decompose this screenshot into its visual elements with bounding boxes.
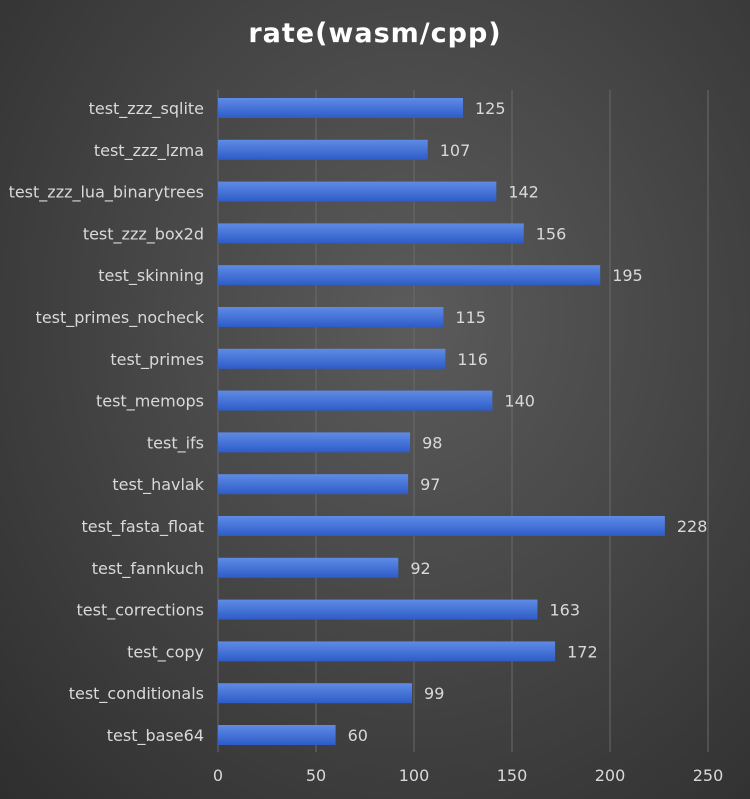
bars: [218, 98, 665, 745]
data-label: 115: [455, 308, 486, 327]
category-label: test_corrections: [77, 601, 204, 621]
x-tick-label: 0: [213, 766, 223, 785]
data-label: 142: [508, 183, 539, 202]
x-tick-label: 50: [306, 766, 326, 785]
x-tick-label: 150: [497, 766, 528, 785]
category-label: test_fasta_float: [81, 517, 204, 537]
bar: [218, 641, 556, 662]
bar: [218, 265, 601, 286]
bar: [218, 307, 444, 327]
category-label: test_copy: [127, 642, 204, 662]
chart-title: rate(wasm/cpp): [248, 18, 502, 49]
data-label: 228: [677, 517, 708, 536]
data-label: 92: [410, 559, 430, 578]
data-label: 116: [457, 350, 488, 369]
x-tick-label: 250: [693, 766, 724, 785]
category-label: test_primes: [110, 350, 204, 370]
bar: [218, 223, 524, 244]
data-label: 98: [422, 433, 442, 452]
bar: [218, 516, 665, 536]
category-label: test_fannkuch: [92, 559, 204, 579]
x-tick-label: 100: [399, 766, 430, 785]
data-label: 125: [475, 99, 506, 118]
bar: [218, 348, 446, 369]
bar: [218, 683, 413, 704]
bar: [218, 432, 411, 453]
category-label: test_ifs: [147, 433, 204, 453]
category-label: test_conditionals: [69, 684, 204, 704]
category-label: test_primes_nocheck: [36, 308, 205, 328]
category-label: test_zzz_box2d: [83, 224, 204, 244]
category-label: test_memops: [96, 392, 204, 412]
data-label: 163: [549, 601, 580, 620]
category-label: test_skinning: [98, 266, 204, 286]
bar: [218, 390, 493, 411]
category-label: test_havlak: [112, 475, 204, 495]
data-label: 172: [567, 642, 598, 661]
data-label: 195: [612, 266, 643, 285]
category-label: test_zzz_lzma: [94, 141, 204, 161]
bar: [218, 98, 463, 118]
bar: [218, 725, 336, 745]
data-label: 107: [440, 141, 471, 160]
x-tick-label: 200: [595, 766, 626, 785]
bar: [218, 599, 538, 620]
category-label: test_zzz_sqlite: [89, 99, 204, 119]
category-label: test_zzz_lua_binarytrees: [9, 183, 204, 203]
data-label: 99: [424, 684, 444, 703]
labels: 0 50 100 150 200 250 test_zzz_sqlite 125 test_zz…: [9, 99, 724, 785]
data-label: 156: [536, 224, 567, 243]
bar: [218, 139, 428, 160]
bar: [218, 181, 497, 202]
data-label: 60: [348, 726, 368, 745]
category-label: test_base64: [107, 726, 204, 746]
data-label: 97: [420, 475, 440, 494]
bar: [218, 474, 409, 495]
bar: [218, 557, 399, 578]
data-label: 140: [504, 392, 535, 411]
